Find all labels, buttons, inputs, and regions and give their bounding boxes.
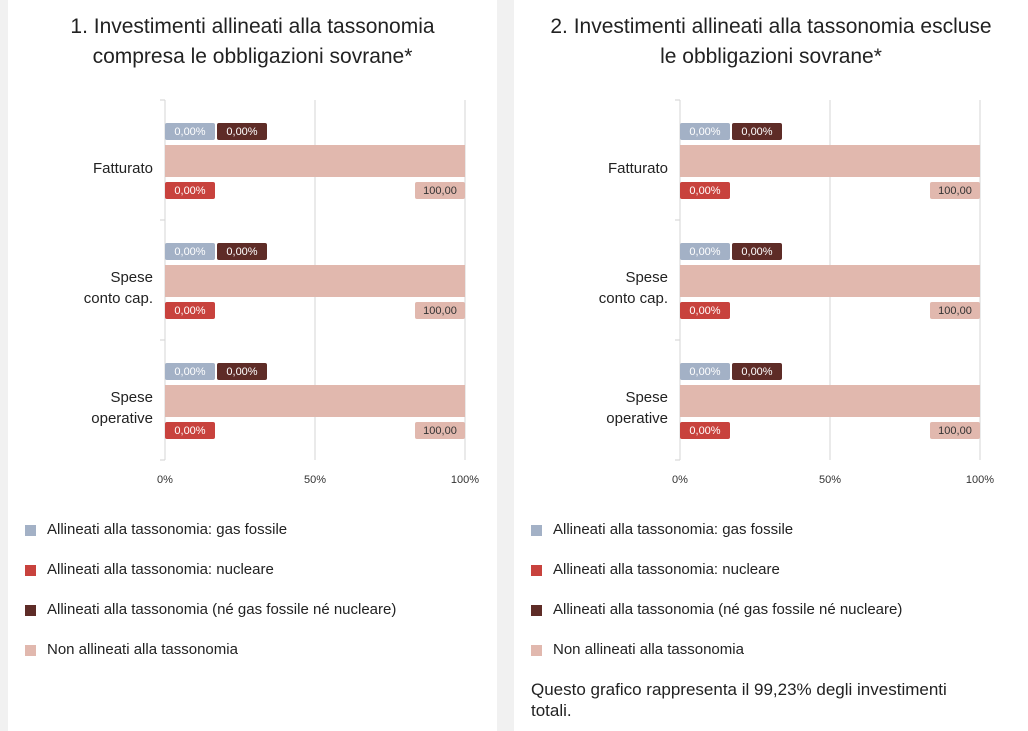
legend-label: Allineati alla tassonomia: nucleare [47,561,274,578]
label-box [680,363,730,380]
plot: 0% 50% 100% 0,00% 0,00% 0,00% 100,00 0,00% 0,00%… [157,99,479,486]
x-tick-label: 0% [672,474,688,486]
value-label: 0,00% [226,366,257,378]
label-box [680,302,730,319]
legend-swatch [531,565,542,576]
x-tick-label: 50% [304,474,326,486]
label-box [165,302,215,319]
label-box [930,182,980,199]
legend-swatch [531,525,542,536]
label-box [165,182,215,199]
x-tick-label: 50% [819,474,841,486]
legend-label: Allineati alla tassonomia (né gas fossil… [553,601,903,618]
legend-label: Non allineati alla tassonomia [553,641,744,658]
label-box [680,123,730,140]
value-label: 0,00% [689,126,720,138]
label-box [165,422,215,439]
category-label: Fatturato [92,159,153,177]
legend-label: Non allineati alla tassonomia [47,641,238,658]
label-box [930,302,980,319]
label-box [217,243,267,260]
value-label: 0,00% [174,305,205,317]
value-label: 100,00 [938,305,972,317]
legend-label: Allineati alla tassonomia: nucleare [553,561,780,578]
category-label: Spese operative [606,389,668,427]
plot: 0% 50% 100% 0,00% 0,00% 0,00% 100,00 0,00% 0,00%… [672,99,994,486]
legend-swatch [25,525,36,536]
x-tick-label: 100% [966,474,994,486]
value-label: 100,00 [938,185,972,197]
bar [680,145,980,177]
label-box [165,243,215,260]
legend-swatch [531,645,542,656]
bar [165,145,465,177]
value-label: 0,00% [689,185,720,197]
legend-swatch [531,605,542,616]
category-label: Spese conto cap. [598,269,668,307]
label-box [680,243,730,260]
value-label: 0,00% [689,305,720,317]
category-label: Spese operative [91,389,153,427]
legend-swatch [25,645,36,656]
label-box [680,422,730,439]
label-box [680,182,730,199]
label-box [165,123,215,140]
value-label: 100,00 [423,305,457,317]
panel: 1. Investimenti allineati alla tassonomi… [8,0,497,731]
bar [680,265,980,297]
panel: 2. Investimenti allineati alla tassonomi… [514,0,1028,731]
value-label: 0,00% [174,126,205,138]
label-box [415,302,465,319]
label-box [732,243,782,260]
bar [165,385,465,417]
legend-swatch [25,605,36,616]
label-box [930,422,980,439]
value-label: 0,00% [174,185,205,197]
x-tick-label: 0% [157,474,173,486]
value-label: 0,00% [174,366,205,378]
value-label: 0,00% [741,246,772,258]
bar [680,385,980,417]
category-label: Fatturato [607,159,668,177]
label-box [732,363,782,380]
value-label: 0,00% [689,246,720,258]
value-label: 0,00% [741,126,772,138]
bar [165,265,465,297]
x-tick-label: 100% [451,474,479,486]
label-box [415,422,465,439]
legend-label: Allineati alla tassonomia: gas fossile [553,521,794,538]
value-label: 0,00% [226,246,257,258]
value-label: 0,00% [174,246,205,258]
label-box [415,182,465,199]
value-label: 0,00% [689,366,720,378]
note: Questo grafico rappresenta il 99,23% deg… [531,680,947,720]
legend-label: Allineati alla tassonomia (né gas fossil… [47,601,397,618]
value-label: 0,00% [174,425,205,437]
value-label: 100,00 [938,425,972,437]
chart-title: 2. Investimenti allineati alla tassonomi… [550,15,992,68]
legend-label: Allineati alla tassonomia: gas fossile [47,521,288,538]
value-label: 0,00% [689,425,720,437]
value-label: 0,00% [741,366,772,378]
label-box [165,363,215,380]
label-box [217,123,267,140]
label-box [732,123,782,140]
legend-swatch [25,565,36,576]
chart-title: 1. Investimenti allineati alla tassonomi… [70,15,435,68]
value-label: 100,00 [423,425,457,437]
value-label: 0,00% [226,126,257,138]
value-label: 100,00 [423,185,457,197]
label-box [217,363,267,380]
category-label: Spese conto cap. [83,269,153,307]
